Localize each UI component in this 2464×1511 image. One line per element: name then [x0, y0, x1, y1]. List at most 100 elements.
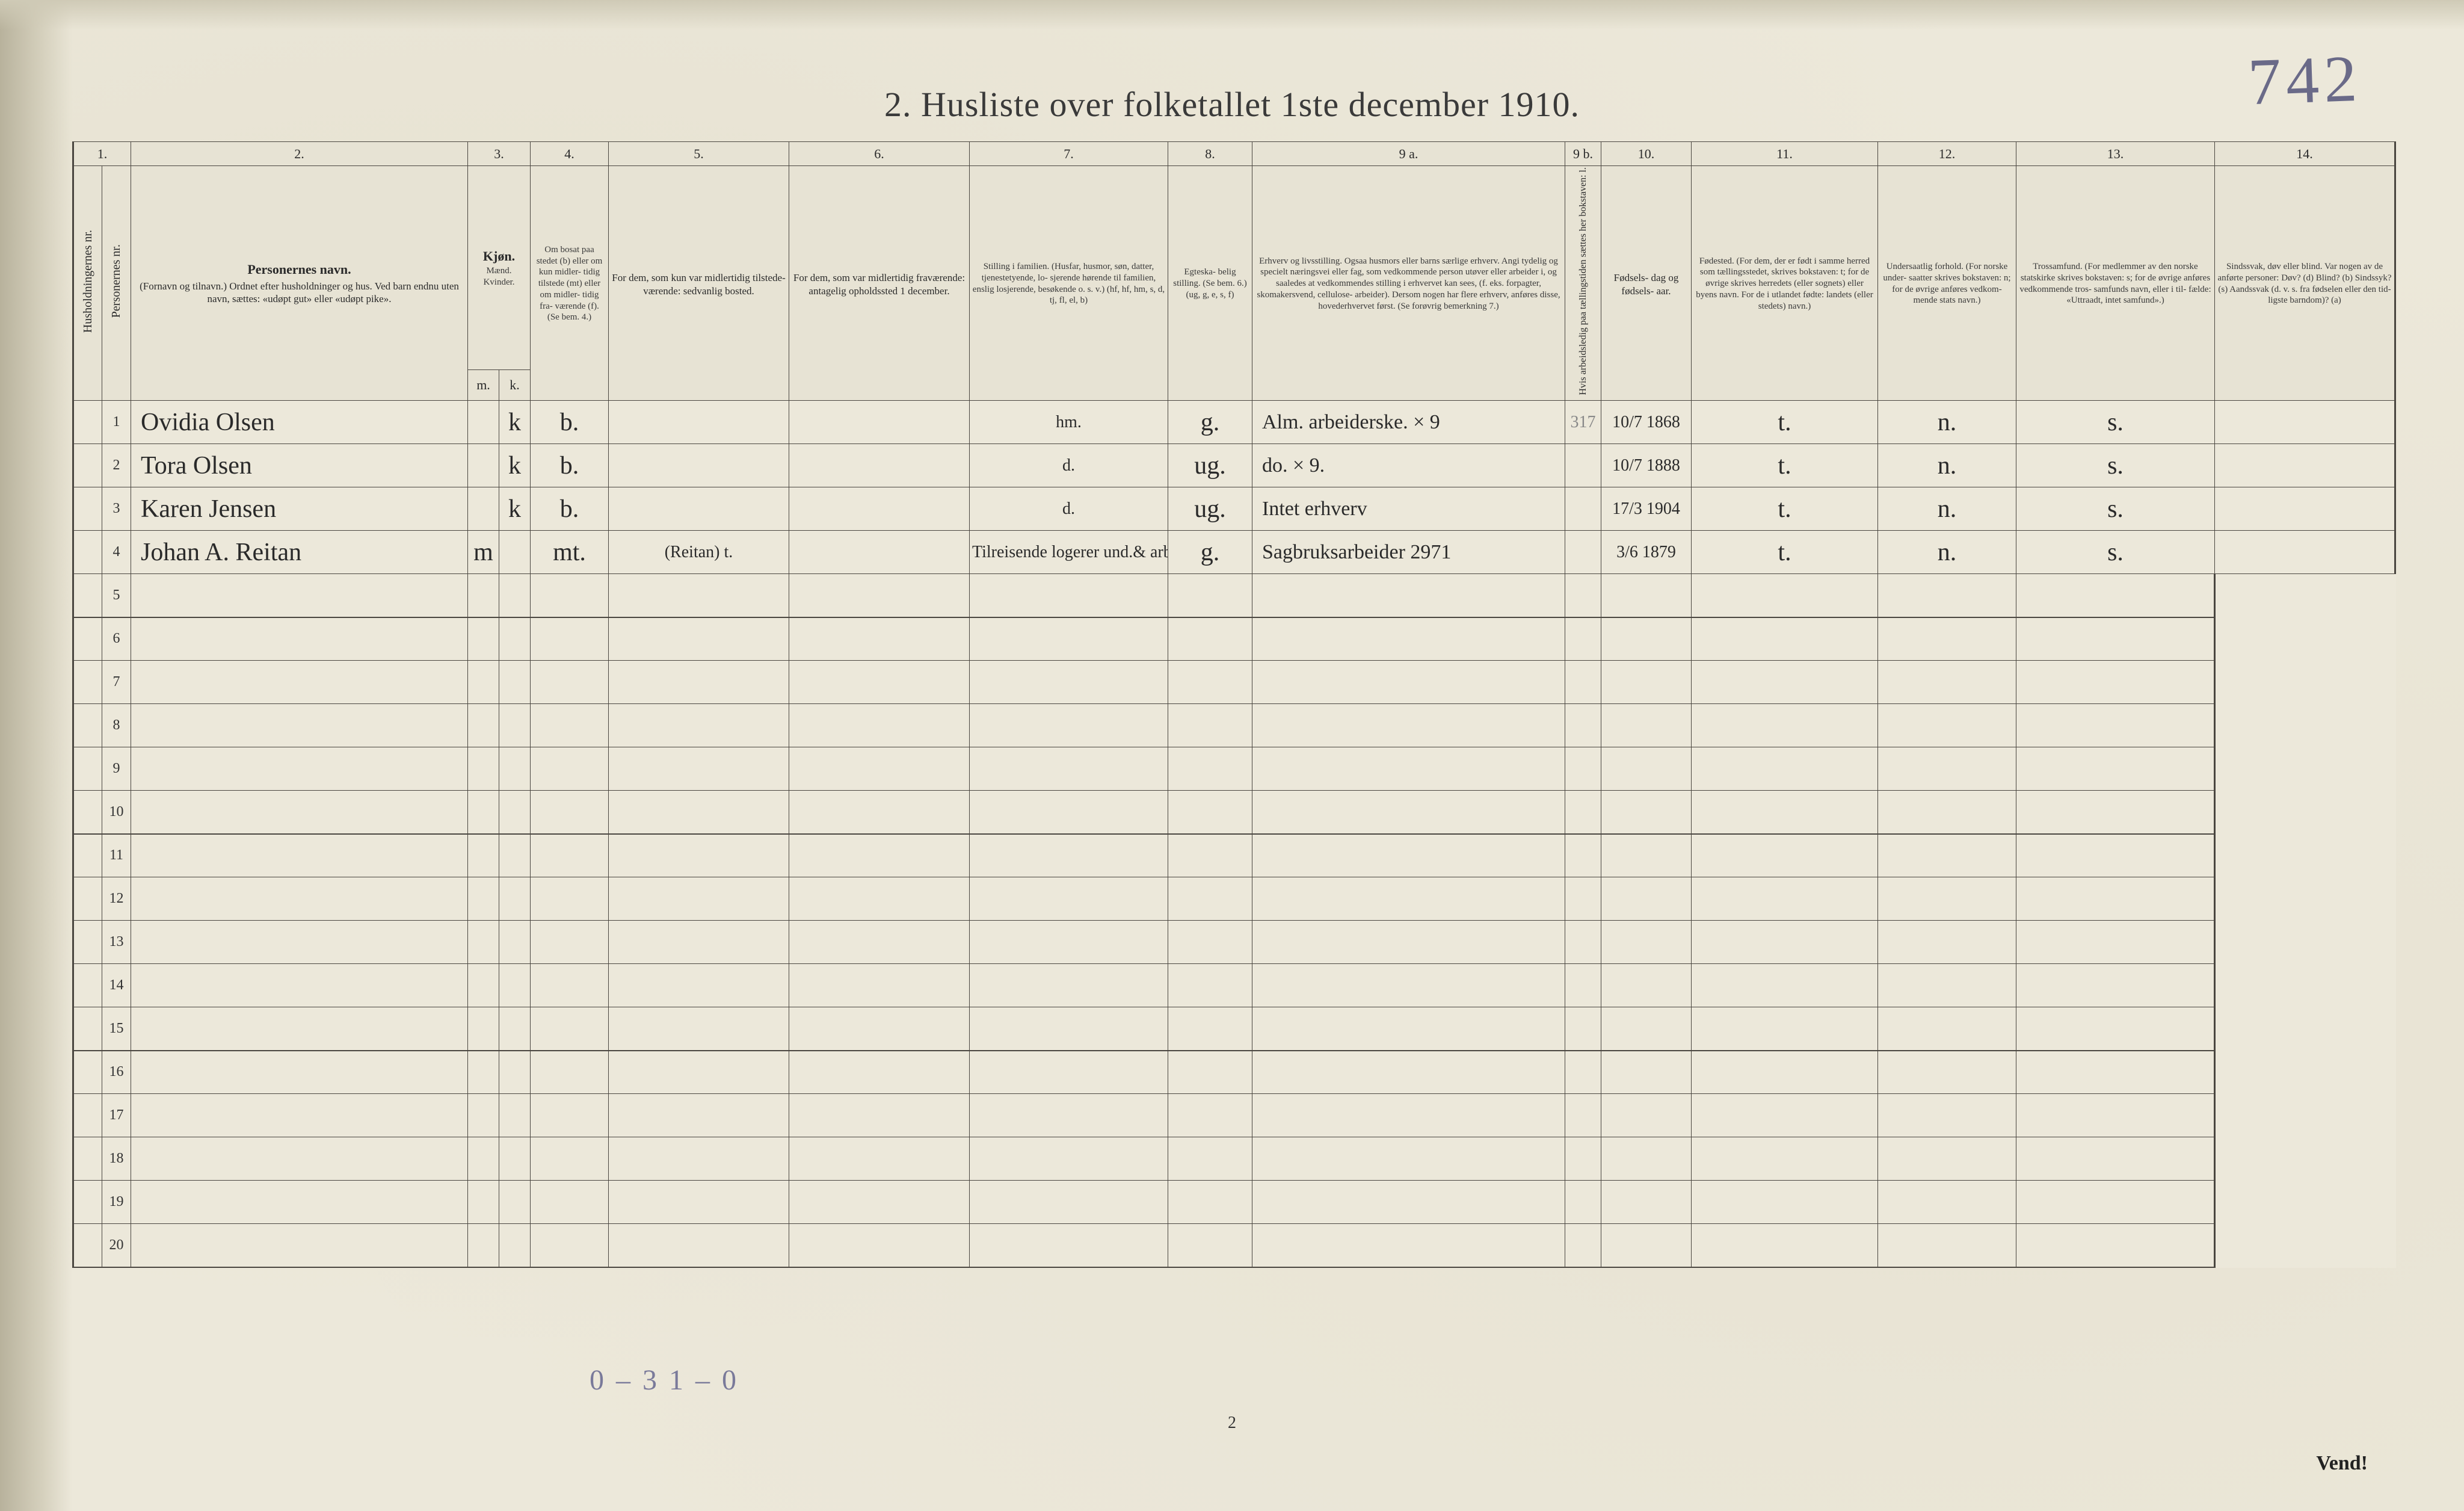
colnum-5: 5.: [609, 142, 789, 166]
table-row: 6: [73, 617, 2395, 661]
cell-empty: [1692, 964, 1878, 1007]
cell-empty: [468, 791, 499, 834]
cell-empty: [970, 617, 1168, 661]
book-gutter-shadow: [0, 0, 72, 1511]
cell-empty: [1878, 574, 2016, 617]
hdr-c10: Fødsels- dag og fødsels- aar.: [1601, 166, 1692, 401]
cell-empty: [1565, 1224, 1601, 1267]
cell-empty: [1565, 1181, 1601, 1224]
cell-hush-nr: [73, 444, 102, 487]
cell-empty: [1565, 661, 1601, 704]
cell-empty: [609, 921, 789, 964]
cell-empty: [1601, 747, 1692, 791]
cell-c13: s.: [2016, 444, 2215, 487]
cell-kjon-k: [499, 531, 531, 574]
cell-empty: [789, 1181, 970, 1224]
cell-empty: [1601, 574, 1692, 617]
hdr-navn: Personernes navn. (Fornavn og tilnavn.) …: [131, 166, 468, 401]
colnum-12: 12.: [1878, 142, 2016, 166]
cell-empty: [789, 747, 970, 791]
table-row: 20: [73, 1224, 2395, 1267]
cell-empty: [1692, 1224, 1878, 1267]
cell-c5: [609, 487, 789, 531]
cell-person-nr: 5: [102, 574, 131, 617]
cell-c14: [2215, 487, 2395, 531]
cell-empty: [970, 704, 1168, 747]
colnum-4: 4.: [531, 142, 609, 166]
cell-person-nr: 10: [102, 791, 131, 834]
cell-empty: [970, 834, 1168, 877]
cell-c6: [789, 444, 970, 487]
cell-empty: [2016, 704, 2215, 747]
cell-c11: t.: [1692, 401, 1878, 444]
hdr-c7-label: Stilling i familien. (Husfar, husmor, sø…: [972, 261, 1165, 306]
table-row: 11: [73, 834, 2395, 877]
table-row: 5: [73, 574, 2395, 617]
cell-empty: [499, 574, 531, 617]
cell-empty: [1252, 661, 1565, 704]
cell-empty: [1692, 1137, 1878, 1181]
header-labels-row: Husholdningernes nr. Personernes nr. Per…: [73, 166, 2395, 370]
cell-empty: [1252, 1094, 1565, 1137]
cell-empty: [1565, 964, 1601, 1007]
table-row: 16: [73, 1051, 2395, 1094]
cell-empty: [1878, 877, 2016, 921]
cell-c9b: [1565, 444, 1601, 487]
cell-person-nr: 13: [102, 921, 131, 964]
cell-empty: [531, 747, 609, 791]
cell-empty: [789, 964, 970, 1007]
cell-empty: [131, 1137, 468, 1181]
column-number-row: 1. 2. 3. 4. 5. 6. 7. 8. 9 a. 9 b. 10. 11…: [73, 142, 2395, 166]
cell-empty: [131, 1051, 468, 1094]
hdr-c13: Trossamfund. (For medlemmer av den norsk…: [2016, 166, 2215, 401]
hdr-c9b: Hvis arbeidsledig paa tællingstiden sætt…: [1565, 166, 1601, 401]
hdr-c12-label: Undersaatlig forhold. (For norske under-…: [1880, 261, 2013, 306]
cell-empty: [131, 791, 468, 834]
cell-c8: g.: [1168, 531, 1252, 574]
cell-empty: [609, 574, 789, 617]
cell-empty: [1168, 661, 1252, 704]
cell-person-nr: 14: [102, 964, 131, 1007]
cell-c13: s.: [2016, 531, 2215, 574]
book-top-shadow: [0, 0, 2464, 30]
colnum-1: 1.: [73, 142, 131, 166]
cell-empty: [1878, 1181, 2016, 1224]
cell-hush-nr: [73, 574, 102, 617]
cell-empty: [531, 704, 609, 747]
cell-c10: 3/6 1879: [1601, 531, 1692, 574]
cell-c11: t.: [1692, 444, 1878, 487]
cell-empty: [1878, 747, 2016, 791]
cell-empty: [1168, 617, 1252, 661]
cell-c7: d.: [970, 487, 1168, 531]
cell-c9b: [1565, 531, 1601, 574]
cell-empty: [1252, 921, 1565, 964]
cell-empty: [1565, 1137, 1601, 1181]
cell-name: Johan A. Reitan: [131, 531, 468, 574]
cell-empty: [1565, 834, 1601, 877]
cell-c10: 10/7 1888: [1601, 444, 1692, 487]
cell-empty: [2016, 1224, 2215, 1267]
cell-empty: [468, 1007, 499, 1051]
cell-empty: [1692, 617, 1878, 661]
table-row: 3Karen Jensenkb.d.ug.Intet erhverv17/3 1…: [73, 487, 2395, 531]
cell-empty: [609, 1224, 789, 1267]
table-row: 2Tora Olsenkb.d.ug.do. × 9.10/7 1888t.n.…: [73, 444, 2395, 487]
cell-c7: hm.: [970, 401, 1168, 444]
cell-empty: [468, 834, 499, 877]
cell-empty: [1692, 1094, 1878, 1137]
cell-empty: [1252, 1137, 1565, 1181]
cell-empty: [1565, 877, 1601, 921]
cell-c13: s.: [2016, 487, 2215, 531]
cell-empty: [1601, 1137, 1692, 1181]
cell-empty: [609, 791, 789, 834]
cell-hush-nr: [73, 1181, 102, 1224]
hdr-c2-title: Personernes navn.: [247, 262, 351, 277]
cell-empty: [2016, 964, 2215, 1007]
table-row: 17: [73, 1094, 2395, 1137]
cell-empty: [468, 1094, 499, 1137]
cell-c9a: Sagbruksarbeider 2971: [1252, 531, 1565, 574]
cell-c9a: do. × 9.: [1252, 444, 1565, 487]
cell-hush-nr: [73, 1137, 102, 1181]
cell-empty: [131, 704, 468, 747]
cell-c9b: [1565, 487, 1601, 531]
